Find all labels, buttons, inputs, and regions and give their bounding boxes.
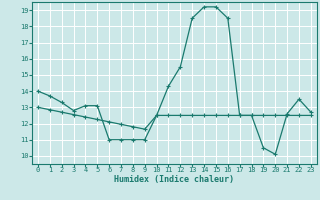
X-axis label: Humidex (Indice chaleur): Humidex (Indice chaleur) [115, 175, 234, 184]
